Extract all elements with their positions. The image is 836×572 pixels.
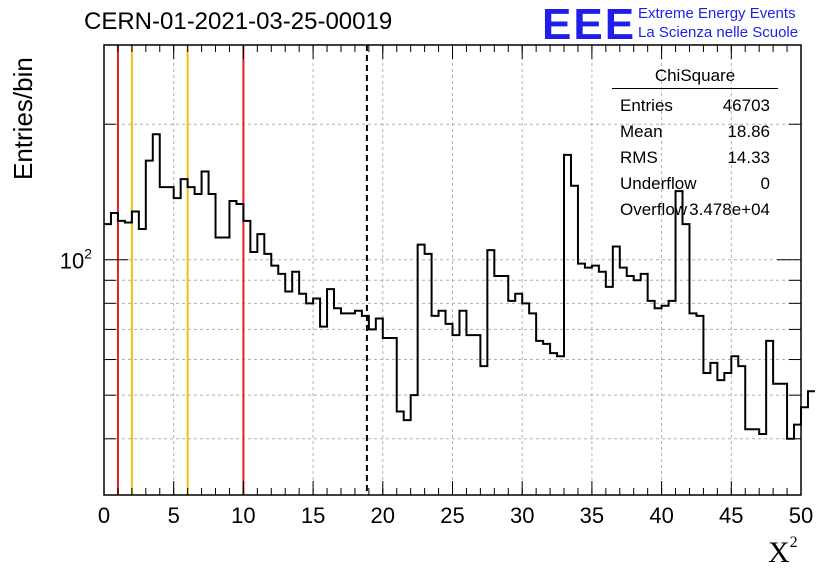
x-axis-label: X2 [768,534,798,570]
stats-row-overflow: Overflow 3.478e+04 [612,197,778,223]
stats-value: 3.478e+04 [689,200,770,219]
stats-value: 14.33 [727,148,770,167]
stats-label: RMS [620,148,658,167]
reference-lines [116,45,368,495]
stats-row-mean: Mean 18.86 [612,119,778,145]
x-axis-label-exponent: 2 [789,534,798,551]
x-tick-label: 35 [580,503,604,528]
stats-value: 0 [760,174,770,193]
stats-label: Mean [620,122,663,141]
x-axis-label-symbol: X [768,536,790,569]
chart-title: CERN-01-2021-03-25-00019 [84,8,393,35]
stats-box: ChiSquare Entries 46703 Mean 18.86 RMS 14.3… [612,66,778,223]
stats-row-rms: RMS 14.33 [612,145,778,171]
stats-row-entries: Entries 46703 [612,93,778,119]
x-tick-label: 0 [98,503,110,528]
axis-ticks [103,44,802,496]
x-tick-label: 5 [168,503,180,528]
logo-line-2: La Scienza nelle Scuole [638,24,799,41]
stats-label: Underflow [620,174,697,193]
x-tick-label: 45 [719,503,743,528]
x-tick-label: 40 [649,503,673,528]
stats-value: 46703 [722,96,770,115]
stats-label: Overflow [620,200,688,219]
stats-label: Entries [620,96,673,115]
grid [104,44,801,496]
x-tick-label: 10 [231,503,255,528]
y-tick-label-base: 10 [60,249,84,274]
histogram-line [104,133,815,440]
x-tick-label: 25 [440,503,464,528]
x-tick-label: 15 [301,503,325,528]
y-axis-label: Entries/bin [8,57,38,180]
stats-title: ChiSquare [612,66,778,89]
x-tick-label: 20 [371,503,395,528]
stats-row-underflow: Underflow 0 [612,171,778,197]
logo-text: Extreme Energy Events La Scienza nelle S… [638,4,798,42]
stats-value: 18.86 [727,122,770,141]
x-tick-label: 30 [510,503,534,528]
y-tick-label: 102 [60,246,92,274]
eee-logo: EEE [542,0,637,49]
y-tick-label-exponent: 2 [84,246,92,262]
logo-line-1: Extreme Energy Events [638,5,796,22]
x-tick-label: 50 [789,503,813,528]
